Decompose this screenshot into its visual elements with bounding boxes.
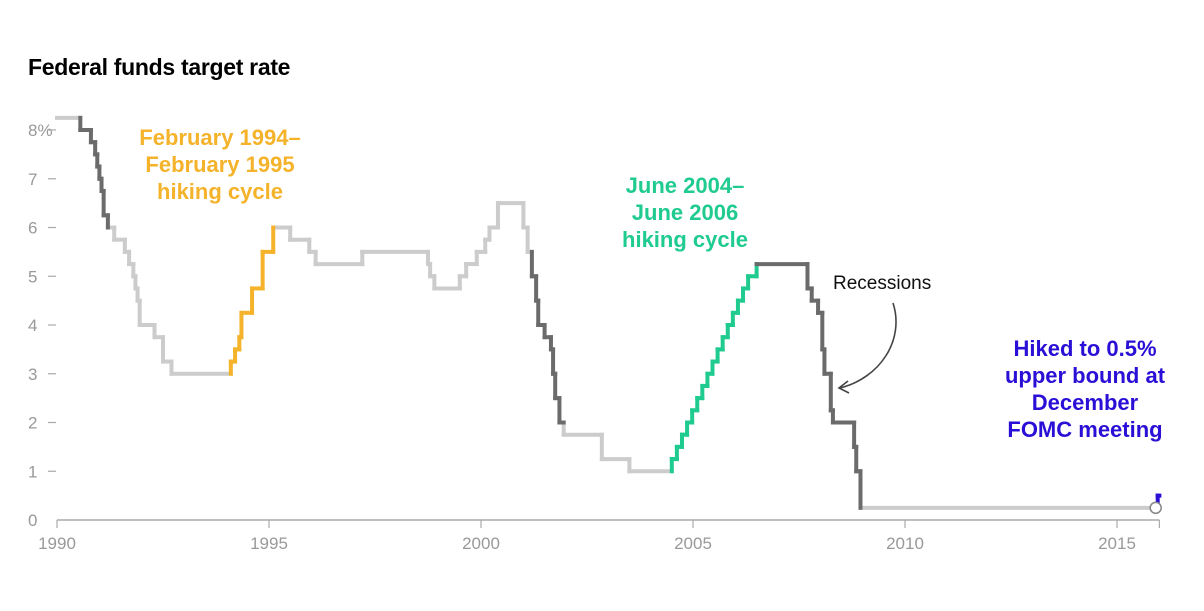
y-axis: 0 1 2 3 4 5 6 7 8%	[28, 121, 56, 530]
x-tick-label: 2000	[462, 534, 500, 553]
y-tick-label: 2	[28, 414, 37, 433]
annotation-recessions: Recessions	[833, 273, 932, 294]
annotation-line: June 2004–	[625, 173, 745, 198]
x-tick-label: 1990	[38, 534, 76, 553]
recessions-arrow	[839, 302, 897, 389]
annotation-line: FOMC meeting	[1007, 417, 1163, 442]
annotation-line: hiking cycle	[622, 227, 748, 252]
annotation-december-hike: Hiked to 0.5% upper bound at December FO…	[980, 335, 1190, 443]
annotation-line: February 1994–	[139, 125, 301, 150]
y-tick-label: 4	[28, 316, 37, 335]
y-tick-label: 7	[28, 170, 37, 189]
rate-step-line	[55, 115, 1162, 515]
annotation-line: December	[1031, 390, 1139, 415]
annotation-line: June 2006	[631, 200, 739, 225]
y-tick-label: 6	[28, 219, 37, 238]
y-tick-label: 0	[28, 511, 37, 530]
annotation-line: February 1995	[145, 152, 295, 177]
x-tick-label: 2005	[674, 534, 712, 553]
annotation-2004-hiking-cycle: June 2004– June 2006 hiking cycle	[590, 172, 780, 253]
end-point-marker	[1149, 501, 1162, 515]
annotation-line: Hiked to 0.5%	[1013, 336, 1157, 361]
x-tick-label: 2015	[1098, 534, 1136, 553]
recessions-arrowhead	[837, 380, 850, 394]
y-tick-label: 5	[28, 267, 37, 286]
chart-title: Federal funds target rate	[28, 54, 291, 80]
y-tick-label: 1	[28, 462, 37, 481]
annotation-1994-hiking-cycle: February 1994– February 1995 hiking cycl…	[120, 124, 320, 205]
x-tick-label: 1995	[250, 534, 288, 553]
y-tick-label: 8%	[28, 121, 53, 140]
annotation-line: hiking cycle	[157, 179, 283, 204]
annotation-line: upper bound at	[1004, 363, 1166, 388]
x-axis: 1990 1995 2000 2005 2010 2015	[38, 519, 1161, 553]
y-tick-label: 3	[28, 365, 37, 384]
x-tick-label: 2010	[886, 534, 924, 553]
